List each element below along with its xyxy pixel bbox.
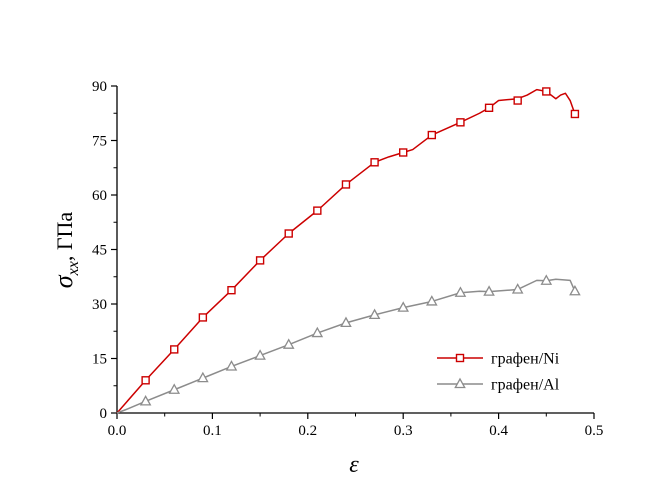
data-point-al bbox=[397, 301, 410, 312]
y-axis-subscript: xx bbox=[65, 261, 82, 276]
data-point-ni bbox=[284, 229, 293, 238]
data-point-ni bbox=[198, 313, 208, 322]
data-point-al bbox=[483, 285, 495, 296]
data-point-ni bbox=[570, 109, 580, 119]
axes: 0.0 0.1 0.2 0.3 0.4 0.5 0 15 30 45 60 75 90 bbox=[92, 79, 603, 439]
data-point-al bbox=[426, 295, 438, 306]
x-tick-label: 0.5 bbox=[585, 423, 604, 439]
legend-marker-ni bbox=[455, 353, 465, 363]
data-point-ni bbox=[513, 96, 522, 105]
data-point-ni bbox=[399, 148, 408, 157]
data-point-al bbox=[311, 326, 324, 338]
data-point-al bbox=[540, 274, 553, 285]
y-axis-unit: , ГПа bbox=[52, 212, 77, 262]
data-point-al bbox=[368, 308, 381, 320]
data-point-ni bbox=[341, 180, 351, 189]
data-point-ni bbox=[484, 103, 494, 113]
legend-label-al: графен/Al bbox=[491, 377, 560, 394]
data-point-al bbox=[282, 338, 295, 349]
data-point-al bbox=[511, 283, 524, 294]
data-point-al bbox=[225, 360, 238, 371]
data-point-ni bbox=[170, 345, 179, 354]
data-point-al bbox=[168, 383, 181, 394]
x-tick-label: 0.1 bbox=[203, 423, 222, 439]
y-tick-label: 15 bbox=[92, 352, 107, 368]
y-tick-label: 30 bbox=[92, 297, 107, 313]
x-tick-label: 0.3 bbox=[394, 423, 413, 439]
data-point-ni bbox=[427, 130, 437, 140]
data-point-al bbox=[254, 349, 266, 360]
data-point-al bbox=[197, 371, 209, 383]
data-point-ni bbox=[227, 285, 236, 295]
data-point-ni bbox=[370, 158, 379, 167]
data-point-al bbox=[454, 286, 467, 297]
data-point-ni bbox=[141, 376, 150, 385]
data-point-ni bbox=[542, 87, 551, 96]
legend-label-ni: графен/Ni bbox=[491, 351, 560, 368]
y-axis-title: σxx, ГПа bbox=[49, 212, 82, 289]
legend-marker-al bbox=[454, 377, 466, 389]
data-point-ni bbox=[255, 256, 265, 265]
y-tick-label: 60 bbox=[92, 188, 107, 204]
y-tick-label: 75 bbox=[92, 134, 107, 150]
x-tick-label: 0.2 bbox=[298, 423, 317, 439]
x-tick-label: 0.4 bbox=[489, 423, 508, 439]
series-layer bbox=[116, 87, 581, 414]
data-point-ni bbox=[456, 118, 465, 127]
data-point-al bbox=[569, 284, 581, 296]
x-axis-title: ε bbox=[349, 452, 359, 478]
series-al bbox=[116, 274, 581, 414]
data-point-al bbox=[139, 395, 152, 406]
y-tick-label: 0 bbox=[100, 406, 108, 422]
series-ni bbox=[116, 87, 580, 414]
y-tick-label: 45 bbox=[92, 243, 107, 259]
data-point-al bbox=[340, 316, 352, 328]
legend: графен/Ni графен/Al bbox=[437, 351, 560, 394]
y-axis-symbol: σ bbox=[49, 274, 78, 288]
y-tick-label: 90 bbox=[92, 79, 107, 95]
series-line-ni bbox=[116, 88, 576, 414]
x-tick-label: 0.0 bbox=[108, 423, 127, 439]
data-point-ni bbox=[313, 206, 322, 215]
